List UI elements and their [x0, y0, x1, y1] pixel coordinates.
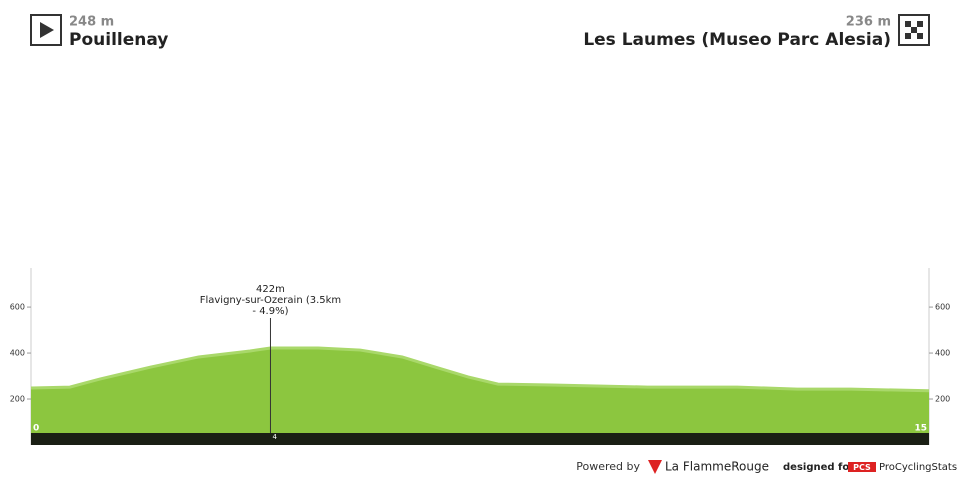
elevation-area — [31, 347, 929, 445]
finish-elevation: 236 m — [846, 15, 891, 30]
brand: La FlammeRouge — [665, 460, 769, 474]
y-tick-label-left: 200 — [10, 395, 25, 404]
x-tick-label: 15 — [914, 424, 927, 434]
elevation-top — [30, 346, 930, 393]
powered-by: Powered by — [576, 460, 640, 473]
start-icon — [30, 14, 62, 46]
y-tick-label-right: 200 — [935, 395, 950, 404]
y-tick-label-left: 400 — [10, 349, 25, 358]
x-tick-label: 0 — [33, 424, 39, 434]
plot: 200 200 400 400 600 600 0 15 422mFlavigny-sur-Oz… — [10, 284, 950, 445]
climb-label: - 4.9%) — [252, 306, 288, 317]
brand-logo — [648, 460, 662, 474]
pcs-logo — [848, 462, 876, 472]
y-tick-label-right: 600 — [935, 303, 950, 312]
start-elevation: 248 m — [69, 15, 114, 30]
y-tick-label-right: 400 — [935, 349, 950, 358]
y-tick-label-left: 600 — [10, 303, 25, 312]
finish-icon — [898, 14, 930, 46]
designed-for: designed for — [783, 462, 854, 473]
start-icon-arrow — [40, 22, 54, 38]
climb-label: 422m — [256, 284, 285, 295]
finish-name: Les Laumes (Museo Parc Alesia) — [583, 30, 891, 50]
pcs-logo-text: PCS — [853, 463, 871, 472]
climb-label: Flavigny-sur-Ozerain (3.5km — [200, 295, 341, 306]
distance-strip — [31, 433, 929, 445]
finish-flag — [905, 21, 923, 39]
site: ProCyclingStats — [879, 462, 957, 473]
start-name: Pouillenay — [69, 30, 168, 50]
climb-km: 4 — [272, 433, 277, 441]
